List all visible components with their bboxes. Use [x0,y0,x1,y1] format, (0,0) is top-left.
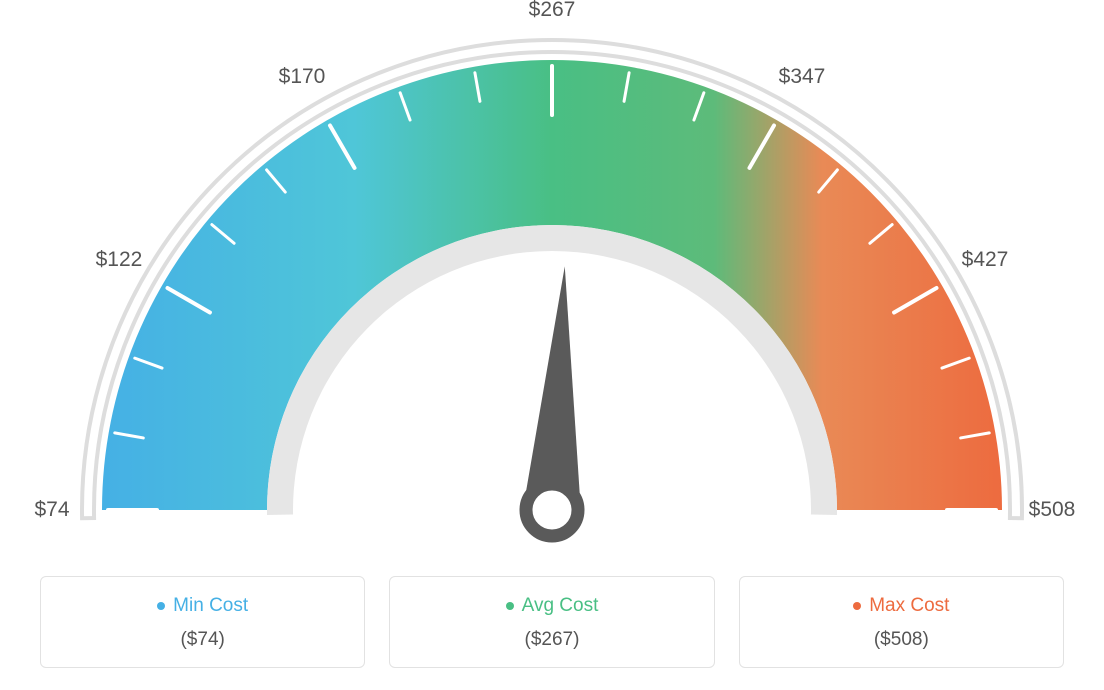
legend-dot-max [853,602,861,610]
gauge-tick-label: $427 [962,248,1009,272]
legend-value-avg: ($267) [400,629,703,651]
gauge-tick-label: $267 [529,0,576,22]
cost-gauge: $74 $122 $170 $267 $347 $427 $508 [0,0,1104,560]
legend-dot-min [157,602,165,610]
legend-title-max: Max Cost [853,595,949,617]
gauge-tick-label: $508 [1029,498,1076,522]
gauge-svg [0,0,1104,560]
legend-value-max: ($508) [750,629,1053,651]
gauge-tick-label: $347 [779,65,826,89]
legend-dot-avg [506,602,514,610]
legend-card-avg: Avg Cost ($267) [389,576,714,668]
legend-label-min: Min Cost [173,595,248,617]
legend-label-avg: Avg Cost [522,595,599,617]
legend-card-max: Max Cost ($508) [739,576,1064,668]
legend-title-avg: Avg Cost [506,595,599,617]
gauge-tick-label: $74 [34,498,69,522]
gauge-tick-label: $170 [279,65,326,89]
gauge-tick-label: $122 [96,248,143,272]
legend-row: Min Cost ($74) Avg Cost ($267) Max Cost … [40,576,1064,668]
legend-value-min: ($74) [51,629,354,651]
legend-card-min: Min Cost ($74) [40,576,365,668]
legend-title-min: Min Cost [157,595,248,617]
legend-label-max: Max Cost [869,595,949,617]
